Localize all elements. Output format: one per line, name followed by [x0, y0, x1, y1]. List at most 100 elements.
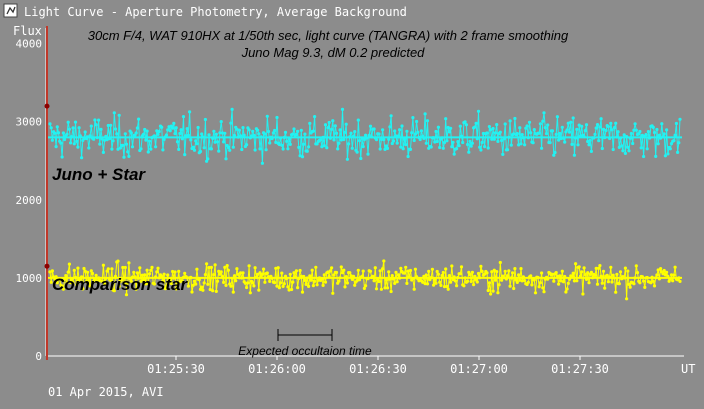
data-point [115, 132, 119, 136]
data-point [211, 289, 215, 293]
data-point [560, 125, 564, 129]
data-point [205, 262, 209, 266]
data-point [617, 145, 621, 149]
data-point [212, 129, 216, 133]
data-point [169, 281, 173, 286]
data-point [292, 127, 296, 131]
data-point [213, 140, 217, 144]
data-point [356, 118, 360, 122]
data-point [470, 270, 474, 274]
data-point [232, 274, 237, 278]
y-tick-label: 4000 [16, 38, 43, 51]
data-point [394, 270, 398, 274]
data-point [145, 129, 149, 133]
data-point [638, 129, 642, 134]
data-point [582, 266, 586, 270]
data-point [171, 269, 175, 274]
data-point [137, 117, 141, 121]
data-point [638, 281, 642, 285]
data-point [343, 130, 347, 134]
data-point [398, 128, 402, 132]
data-point [298, 154, 302, 158]
data-point [580, 124, 584, 128]
data-point [223, 265, 227, 269]
data-point [581, 292, 585, 296]
data-point [629, 131, 634, 136]
data-point [492, 137, 496, 141]
data-point [402, 137, 407, 141]
data-point [368, 269, 373, 273]
data-point [546, 123, 550, 127]
data-point [490, 270, 494, 274]
data-point [399, 266, 403, 270]
data-point [296, 129, 300, 133]
data-point [623, 266, 628, 270]
data-point [226, 268, 230, 272]
data-point [156, 266, 160, 270]
data-point [308, 274, 312, 278]
data-point [537, 285, 541, 289]
data-point [368, 124, 373, 128]
data-point [627, 282, 631, 286]
data-point [415, 119, 419, 124]
light-curve-app-icon[interactable] [3, 3, 18, 18]
data-point [314, 265, 318, 269]
data-point [366, 152, 370, 156]
data-point [566, 121, 570, 125]
data-point [135, 126, 139, 130]
data-point [599, 117, 603, 121]
data-point [501, 152, 505, 156]
data-point [548, 141, 552, 145]
data-point [251, 129, 255, 133]
data-point [520, 133, 524, 137]
data-point [323, 280, 328, 284]
data-point [49, 280, 53, 284]
data-point [457, 144, 461, 148]
data-point [305, 149, 309, 153]
data-point [179, 128, 183, 132]
data-point [442, 285, 447, 289]
data-point [224, 283, 228, 287]
data-point [101, 263, 105, 267]
data-point [440, 273, 444, 278]
data-point [214, 132, 218, 136]
data-point [99, 127, 103, 131]
data-point [192, 148, 197, 152]
data-point [423, 282, 427, 286]
data-point [63, 137, 67, 142]
data-point [618, 270, 623, 274]
data-point [379, 287, 383, 291]
title-bar: Light Curve - Aperture Photometry, Avera… [3, 3, 407, 19]
data-point [565, 287, 569, 291]
data-point [662, 268, 666, 273]
data-point [512, 286, 516, 291]
data-point [120, 278, 124, 282]
data-point [166, 273, 170, 277]
data-point [198, 149, 203, 154]
data-point [202, 146, 206, 150]
data-point [194, 282, 198, 286]
data-point [569, 120, 573, 124]
data-point [377, 279, 381, 284]
data-point [523, 143, 527, 147]
data-point [245, 143, 249, 147]
data-point [506, 274, 510, 278]
series-juno-star [44, 103, 682, 165]
data-point [268, 141, 272, 145]
data-point [412, 287, 416, 291]
data-point [307, 145, 311, 149]
data-point [506, 148, 510, 152]
data-point [241, 271, 245, 275]
data-point [147, 272, 152, 276]
data-point [225, 264, 229, 268]
data-point [531, 141, 535, 145]
data-point [436, 125, 440, 129]
data-point [236, 272, 240, 276]
data-point [487, 281, 491, 285]
x-ticks: 01:25:30 01:26:00 01:26:30 01:27:00 01:27:30 [147, 356, 609, 376]
data-point [149, 268, 153, 272]
data-point [209, 265, 213, 269]
data-point [453, 279, 457, 283]
data-point [219, 270, 223, 274]
data-point [89, 124, 93, 128]
